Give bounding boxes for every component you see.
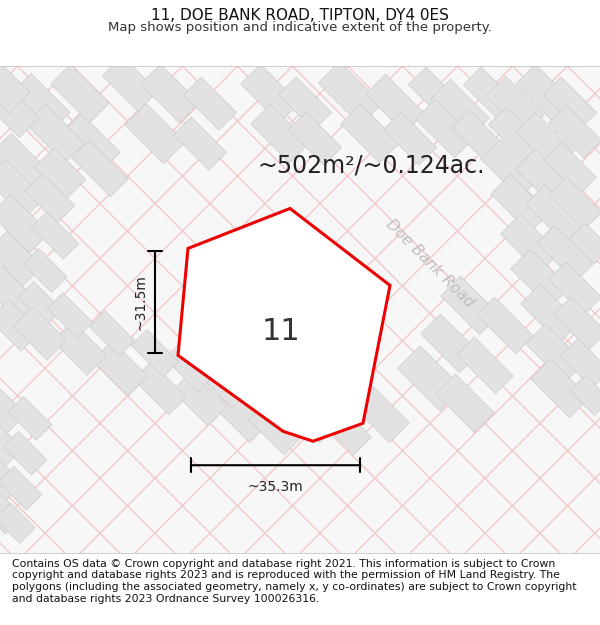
Polygon shape xyxy=(0,89,39,138)
Text: ~35.3m: ~35.3m xyxy=(248,480,304,494)
Polygon shape xyxy=(53,321,107,375)
Polygon shape xyxy=(397,346,463,411)
Polygon shape xyxy=(440,276,499,335)
Polygon shape xyxy=(8,396,52,440)
Polygon shape xyxy=(515,149,574,208)
Polygon shape xyxy=(278,77,332,130)
Polygon shape xyxy=(521,284,580,342)
Polygon shape xyxy=(131,329,179,377)
Polygon shape xyxy=(452,110,508,167)
Polygon shape xyxy=(103,56,158,111)
Polygon shape xyxy=(0,159,44,218)
Polygon shape xyxy=(23,249,67,292)
Polygon shape xyxy=(125,104,185,164)
Polygon shape xyxy=(530,359,589,418)
Polygon shape xyxy=(10,74,70,134)
Polygon shape xyxy=(34,148,86,199)
Polygon shape xyxy=(491,174,550,232)
Polygon shape xyxy=(436,374,494,432)
Text: 11: 11 xyxy=(262,318,301,346)
Polygon shape xyxy=(0,231,43,286)
Polygon shape xyxy=(318,62,382,126)
Polygon shape xyxy=(481,139,539,198)
Polygon shape xyxy=(47,292,92,338)
Polygon shape xyxy=(485,76,544,135)
Text: Contains OS data © Crown copyright and database right 2021. This information is : Contains OS data © Crown copyright and d… xyxy=(12,559,577,604)
Polygon shape xyxy=(200,359,250,408)
Polygon shape xyxy=(350,384,409,442)
Polygon shape xyxy=(133,362,187,415)
Polygon shape xyxy=(0,266,38,321)
Polygon shape xyxy=(548,105,600,158)
Polygon shape xyxy=(560,339,600,388)
Polygon shape xyxy=(0,488,23,534)
Polygon shape xyxy=(515,112,574,171)
Polygon shape xyxy=(173,117,227,170)
Polygon shape xyxy=(184,77,236,130)
Polygon shape xyxy=(409,67,461,120)
Polygon shape xyxy=(0,54,30,114)
Polygon shape xyxy=(548,262,600,315)
Polygon shape xyxy=(50,64,109,123)
Polygon shape xyxy=(553,297,600,350)
Polygon shape xyxy=(3,431,47,475)
Polygon shape xyxy=(166,344,214,392)
Text: Doe Bank Road: Doe Bank Road xyxy=(383,216,477,310)
Polygon shape xyxy=(289,112,341,165)
Text: ~31.5m: ~31.5m xyxy=(133,274,147,330)
Polygon shape xyxy=(251,104,310,163)
Polygon shape xyxy=(0,382,26,434)
Polygon shape xyxy=(281,384,340,442)
Polygon shape xyxy=(431,79,490,138)
Polygon shape xyxy=(544,77,596,130)
Polygon shape xyxy=(488,107,542,160)
Polygon shape xyxy=(25,174,75,223)
Polygon shape xyxy=(500,214,559,272)
Polygon shape xyxy=(60,114,120,174)
Polygon shape xyxy=(0,503,35,543)
Polygon shape xyxy=(0,194,49,252)
Polygon shape xyxy=(241,64,299,123)
Polygon shape xyxy=(416,99,475,158)
Polygon shape xyxy=(92,341,148,396)
Polygon shape xyxy=(31,212,79,259)
Polygon shape xyxy=(526,324,584,382)
Text: Map shows position and indicative extent of the property.: Map shows position and indicative extent… xyxy=(108,21,492,34)
Polygon shape xyxy=(477,297,533,354)
Polygon shape xyxy=(0,466,42,510)
Polygon shape xyxy=(515,64,574,123)
Polygon shape xyxy=(140,64,199,123)
Polygon shape xyxy=(570,375,600,416)
Polygon shape xyxy=(319,402,371,455)
Polygon shape xyxy=(570,223,600,264)
Polygon shape xyxy=(548,177,600,230)
Polygon shape xyxy=(172,371,227,426)
Polygon shape xyxy=(178,209,390,441)
Polygon shape xyxy=(0,455,23,501)
Text: 11, DOE BANK ROAD, TIPTON, DY4 0ES: 11, DOE BANK ROAD, TIPTON, DY4 0ES xyxy=(151,8,449,22)
Polygon shape xyxy=(365,74,424,133)
Polygon shape xyxy=(89,311,134,356)
Text: ~502m²/~0.124ac.: ~502m²/~0.124ac. xyxy=(258,154,485,178)
Polygon shape xyxy=(211,384,269,442)
Polygon shape xyxy=(341,104,400,163)
Polygon shape xyxy=(18,281,62,325)
Polygon shape xyxy=(248,402,302,455)
Polygon shape xyxy=(383,112,437,165)
Polygon shape xyxy=(72,140,128,197)
Polygon shape xyxy=(0,299,41,351)
Polygon shape xyxy=(26,104,85,163)
Polygon shape xyxy=(421,314,479,372)
Polygon shape xyxy=(463,67,517,120)
Polygon shape xyxy=(22,315,62,356)
Polygon shape xyxy=(544,142,596,195)
Polygon shape xyxy=(457,337,513,394)
Polygon shape xyxy=(537,225,593,282)
Polygon shape xyxy=(0,134,50,194)
Polygon shape xyxy=(0,420,23,466)
Polygon shape xyxy=(13,306,67,360)
Polygon shape xyxy=(511,249,569,308)
Polygon shape xyxy=(526,184,584,242)
